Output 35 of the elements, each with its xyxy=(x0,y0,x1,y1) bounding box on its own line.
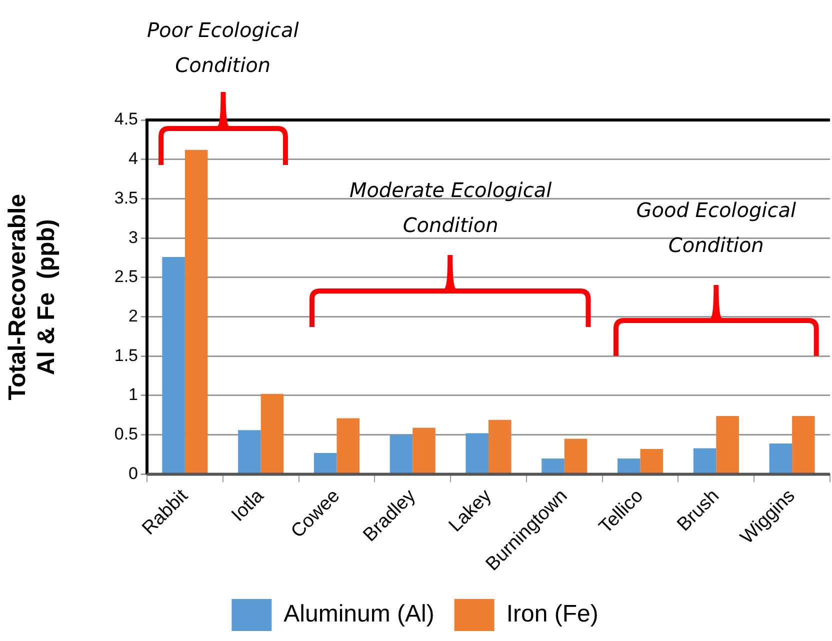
bar xyxy=(238,430,261,474)
x-tick-label: Iotla xyxy=(228,485,268,526)
bar xyxy=(716,416,739,474)
legend-label: Iron (Fe) xyxy=(506,600,598,628)
bar xyxy=(184,150,208,474)
bar xyxy=(640,449,664,474)
bar xyxy=(564,438,588,474)
y-tick-label: 3 xyxy=(128,228,138,247)
legend-label: Aluminum (Al) xyxy=(284,600,434,628)
bar xyxy=(390,434,413,474)
y-tick-label: 2 xyxy=(128,306,138,326)
y-axis-title: Total-Recoverable Al & Fe (ppb) xyxy=(4,194,60,400)
bar xyxy=(792,416,815,474)
y-tick-label: 3.5 xyxy=(114,188,138,208)
y-tick-label: 0.5 xyxy=(114,424,138,444)
bar xyxy=(769,443,792,474)
y-tick-label: 4 xyxy=(128,149,138,168)
y-tick-label: 4.5 xyxy=(114,110,138,129)
bar xyxy=(488,420,512,474)
y-tick-label: 2.5 xyxy=(114,267,138,286)
bar xyxy=(466,433,488,474)
y-tick-label: 1.5 xyxy=(114,346,138,365)
bar xyxy=(336,418,360,474)
annotation: Good Ecological Condition xyxy=(635,197,798,259)
bar xyxy=(693,448,716,474)
y-tick-label: 0 xyxy=(128,464,138,483)
text: Poor Ecological Condition xyxy=(146,17,300,79)
bar xyxy=(618,458,640,474)
bar xyxy=(542,458,564,474)
bar xyxy=(260,394,284,474)
y-tick-label: 1 xyxy=(128,385,138,404)
bar xyxy=(314,452,337,474)
bar xyxy=(412,428,436,474)
bar xyxy=(162,256,185,474)
annotation: Moderate Ecological Condition xyxy=(348,177,553,239)
